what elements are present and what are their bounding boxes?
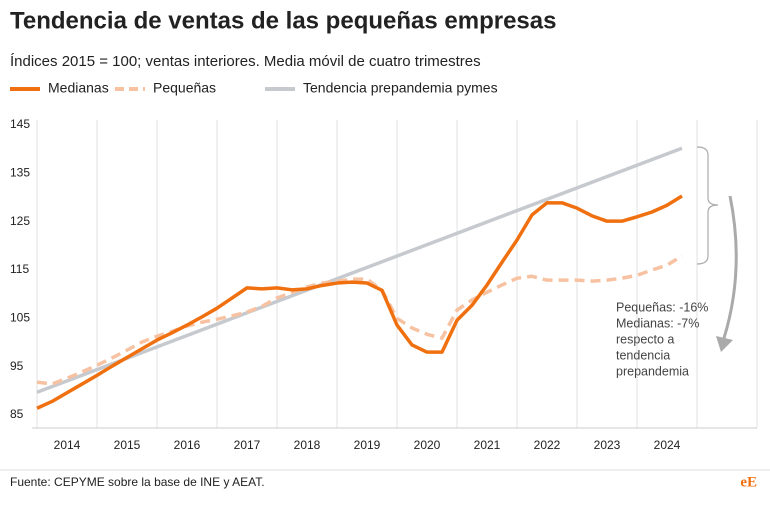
y-tick-label: 135	[10, 166, 30, 180]
annotation: prepandemia	[616, 364, 689, 378]
annotation: Pequeñas: -16%	[616, 300, 708, 314]
x-tick-label: 2017	[234, 438, 261, 452]
annotation: tendencia	[616, 348, 670, 362]
x-tick-label: 2016	[174, 438, 201, 452]
y-tick-label: 95	[10, 359, 24, 373]
series-line	[36, 146, 683, 394]
x-tick-label: 2020	[414, 438, 441, 452]
x-tick-label: 2021	[474, 438, 501, 452]
y-tick-label: 125	[10, 214, 30, 228]
x-tick-label: 2022	[534, 438, 561, 452]
legend-label: Tendencia prepandemia pymes	[303, 80, 498, 96]
arrow-head	[716, 336, 733, 352]
x-tick-label: 2014	[54, 438, 81, 452]
y-tick-label: 105	[10, 311, 30, 325]
y-tick-label: 115	[10, 262, 29, 276]
arrow	[722, 195, 738, 339]
legend-label: Pequeñas	[153, 80, 216, 96]
series-line	[36, 254, 683, 386]
x-tick-label: 2015	[114, 438, 141, 452]
y-tick-label: 145	[10, 117, 30, 131]
series-line	[36, 194, 683, 410]
logo: eE	[740, 474, 757, 490]
x-tick-label: 2018	[294, 438, 321, 452]
annotation: Medianas: -7%	[616, 316, 699, 330]
source: Fuente: CEPYME sobre la base de INE y AE…	[10, 475, 265, 489]
x-tick-label: 2024	[654, 438, 681, 452]
plot-area: 85 95 105 115 125 135 145 2014 2015 2016 2017 2018 2…	[10, 117, 758, 452]
annotation: respecto a	[616, 332, 674, 346]
legend: Medianas Pequeñas Tendencia prepandemia py…	[10, 80, 498, 96]
chart-title: Tendencia de ventas de las pequeñas empr…	[10, 7, 556, 34]
bracket	[696, 146, 719, 265]
y-tick-label: 85	[10, 407, 24, 421]
legend-label: Medianas	[48, 80, 109, 96]
chart-subtitle: Índices 2015 = 100; ventas interiores. M…	[10, 53, 481, 70]
x-tick-label: 2019	[354, 438, 381, 452]
x-tick-label: 2023	[594, 438, 621, 452]
